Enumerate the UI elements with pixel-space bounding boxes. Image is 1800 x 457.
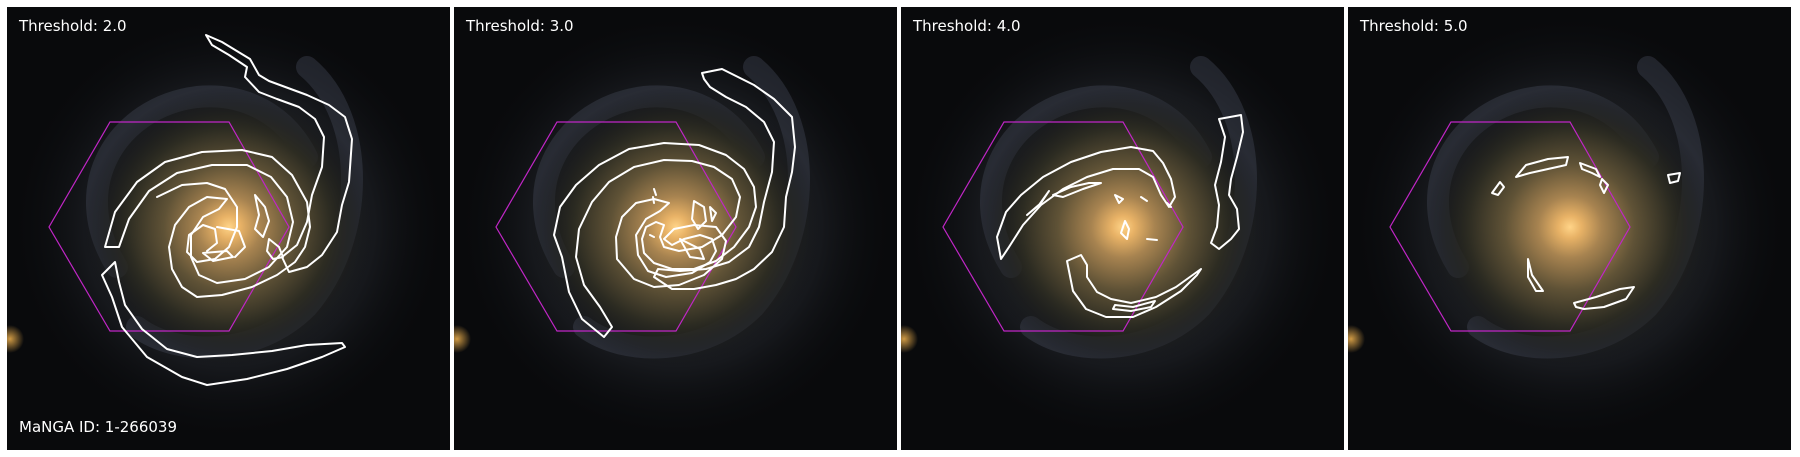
manga-id-label: MaNGA ID: 1-266039	[19, 418, 178, 436]
panel-threshold-5: Threshold: 5.0	[1348, 7, 1791, 450]
ifu-hexagon	[942, 121, 1184, 332]
panel-threshold-4: Threshold: 4.0	[901, 7, 1344, 450]
galaxy-image	[7, 7, 450, 450]
ifu-hexagon	[48, 121, 290, 332]
galaxy-image	[901, 7, 1344, 450]
arm-contours	[101, 34, 353, 386]
galaxy-image	[1348, 7, 1791, 450]
ifu-hexagon	[495, 121, 737, 332]
arm-contours	[553, 68, 796, 338]
panel-threshold-3: Threshold: 3.0	[454, 7, 897, 450]
threshold-label: Threshold: 5.0	[1360, 17, 1468, 35]
threshold-label: Threshold: 2.0	[19, 17, 127, 35]
panel-threshold-2: Threshold: 2.0 MaNGA ID: 1-266039	[7, 7, 450, 450]
threshold-label: Threshold: 4.0	[913, 17, 1021, 35]
ifu-hexagon	[1389, 121, 1631, 332]
threshold-label: Threshold: 3.0	[466, 17, 574, 35]
threshold-panel-row: Threshold: 2.0 MaNGA ID: 1-266039 Thr	[7, 7, 1793, 450]
galaxy-image	[454, 7, 897, 450]
arm-contours	[1491, 156, 1681, 310]
arm-contours	[996, 114, 1244, 318]
